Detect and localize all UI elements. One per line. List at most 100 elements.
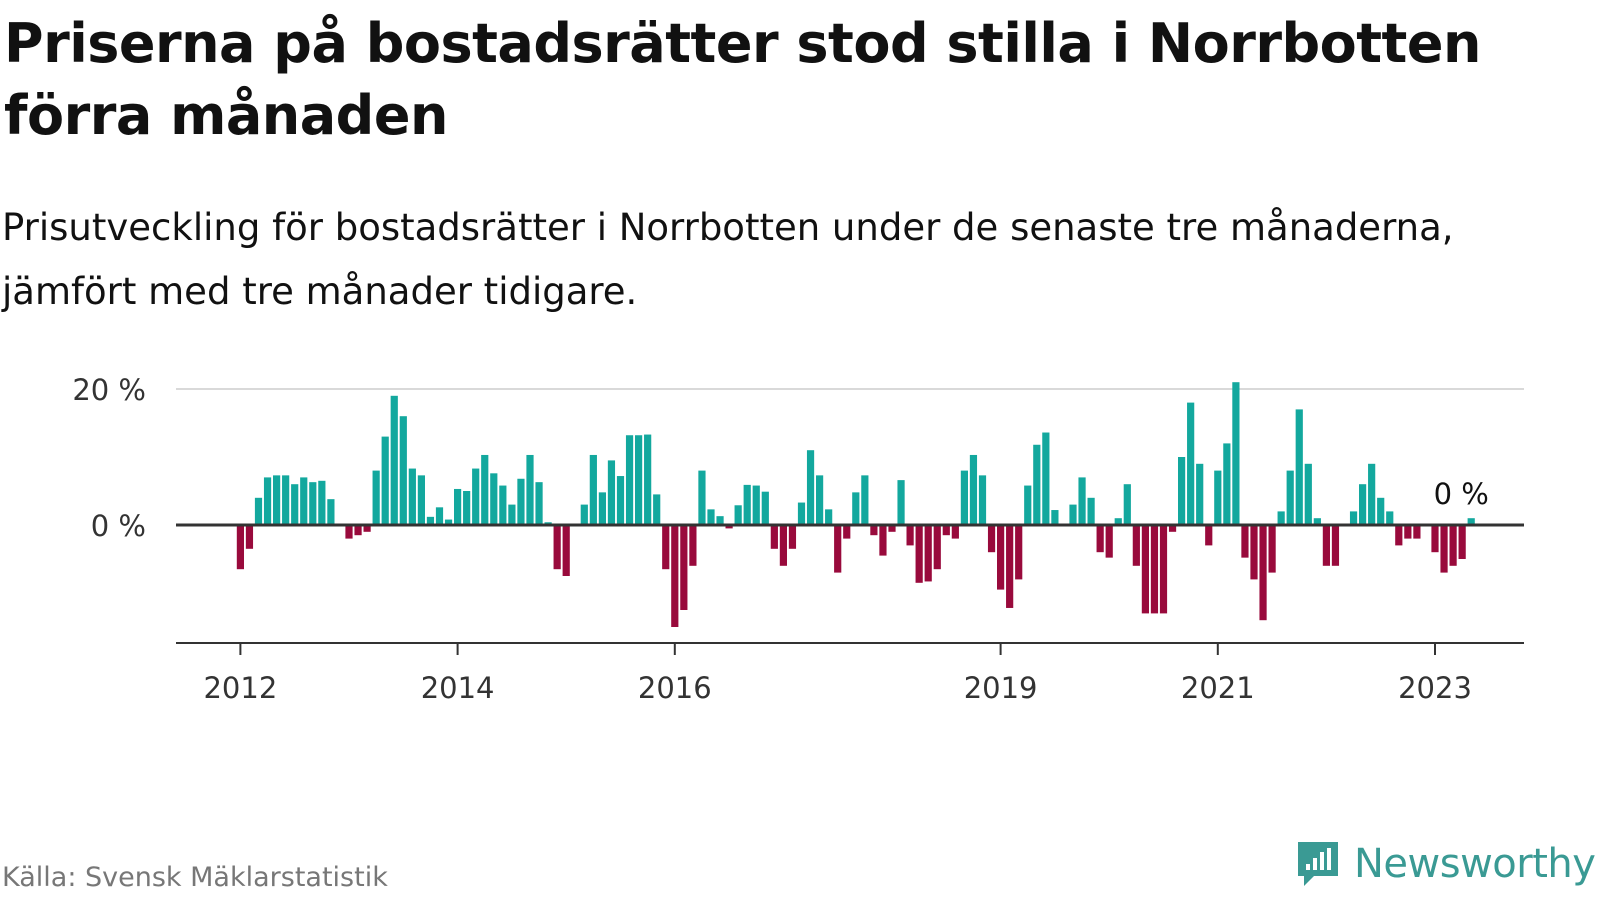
bar — [1359, 484, 1367, 525]
bar — [1033, 444, 1041, 525]
bar — [761, 491, 769, 525]
bar — [653, 494, 661, 525]
bar — [390, 395, 398, 525]
bar — [607, 460, 616, 525]
chart-title: Priserna på bostadsrätter stod stilla i … — [4, 12, 1481, 147]
bar — [716, 516, 724, 525]
bar — [1268, 525, 1276, 573]
bar — [635, 435, 643, 525]
bar — [1322, 525, 1330, 566]
bar — [969, 454, 978, 525]
bar — [852, 492, 860, 525]
bar — [1250, 525, 1258, 580]
brand-name: Newsworthy — [1354, 841, 1596, 887]
bar-chart: 0 % 20 % 2012 2014 2016 2019 2021 2023 0 % — [72, 373, 1524, 705]
bar — [481, 454, 489, 525]
bar — [1223, 443, 1231, 525]
bar — [435, 507, 444, 525]
bar — [1096, 525, 1104, 553]
bar — [1006, 525, 1014, 608]
bar — [444, 519, 453, 525]
bar — [354, 525, 362, 536]
bar — [734, 505, 742, 525]
bar — [1458, 525, 1466, 559]
bar — [1313, 518, 1321, 525]
bar — [1205, 525, 1213, 546]
bar — [1467, 518, 1475, 525]
bar — [463, 491, 471, 525]
bar — [616, 476, 625, 525]
bar — [924, 525, 932, 582]
bar — [508, 504, 516, 525]
bar — [327, 499, 335, 525]
y-tick-label: 0 % — [91, 509, 146, 543]
bar — [1259, 525, 1267, 621]
x-tick-label: 2016 — [638, 671, 712, 705]
bar — [644, 434, 652, 525]
bar — [825, 509, 833, 525]
bar — [1304, 463, 1312, 525]
bar — [562, 525, 570, 576]
bar — [743, 484, 751, 525]
bar — [282, 475, 290, 525]
bar — [1042, 432, 1050, 525]
bar — [589, 454, 597, 525]
bar — [1368, 463, 1376, 525]
bar — [725, 525, 733, 529]
bar — [472, 468, 480, 525]
bar — [861, 475, 869, 525]
bar — [942, 525, 950, 536]
bar — [381, 436, 389, 525]
bar — [1395, 525, 1403, 546]
bar — [1069, 504, 1077, 525]
bar — [870, 525, 878, 536]
bar — [888, 525, 896, 532]
bar — [1232, 382, 1240, 525]
bar — [318, 480, 326, 525]
bar — [978, 475, 987, 525]
x-tick-label: 2019 — [964, 671, 1038, 705]
bar — [553, 525, 561, 570]
bar — [236, 525, 244, 570]
bar — [816, 475, 824, 525]
bar — [1105, 525, 1113, 558]
bar — [960, 470, 968, 525]
bar — [1431, 525, 1439, 553]
bar — [345, 525, 353, 539]
bar — [1178, 457, 1186, 525]
bar — [1015, 525, 1023, 580]
bar — [897, 480, 905, 525]
bar — [1349, 511, 1358, 525]
x-tick-label: 2014 — [421, 671, 495, 705]
bar — [1123, 484, 1131, 525]
bar — [1241, 525, 1249, 558]
bar — [245, 525, 254, 549]
bar — [1024, 485, 1032, 525]
bar — [915, 525, 923, 583]
bar — [408, 468, 416, 525]
x-tick-label: 2021 — [1181, 671, 1255, 705]
bar — [1168, 525, 1177, 532]
bar — [625, 435, 634, 525]
bar — [797, 502, 806, 525]
bar — [689, 525, 697, 566]
bar — [535, 482, 543, 525]
bar — [906, 525, 914, 546]
bar — [300, 477, 308, 525]
bar — [1141, 525, 1149, 614]
source-note: Källa: Svensk Mäklarstatistik — [2, 862, 388, 893]
bar — [707, 509, 715, 525]
bar — [1078, 477, 1086, 525]
bar — [517, 478, 525, 525]
bar — [671, 525, 679, 627]
bar — [843, 525, 851, 539]
bar — [1449, 525, 1457, 566]
bar — [291, 484, 299, 525]
bar — [454, 488, 462, 525]
bar — [363, 525, 371, 532]
brand-logo: Newsworthy — [1294, 840, 1596, 888]
bar — [526, 454, 534, 525]
bar — [1377, 497, 1385, 525]
bar — [879, 525, 887, 556]
bar — [752, 485, 760, 525]
